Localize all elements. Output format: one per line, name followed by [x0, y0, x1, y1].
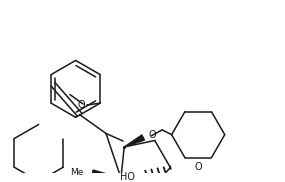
Text: O: O — [78, 100, 85, 110]
Polygon shape — [92, 170, 121, 178]
Polygon shape — [124, 135, 144, 147]
Text: HO: HO — [120, 172, 135, 182]
Text: O: O — [194, 162, 202, 172]
Text: Me: Me — [70, 168, 83, 177]
Text: O: O — [149, 130, 156, 140]
